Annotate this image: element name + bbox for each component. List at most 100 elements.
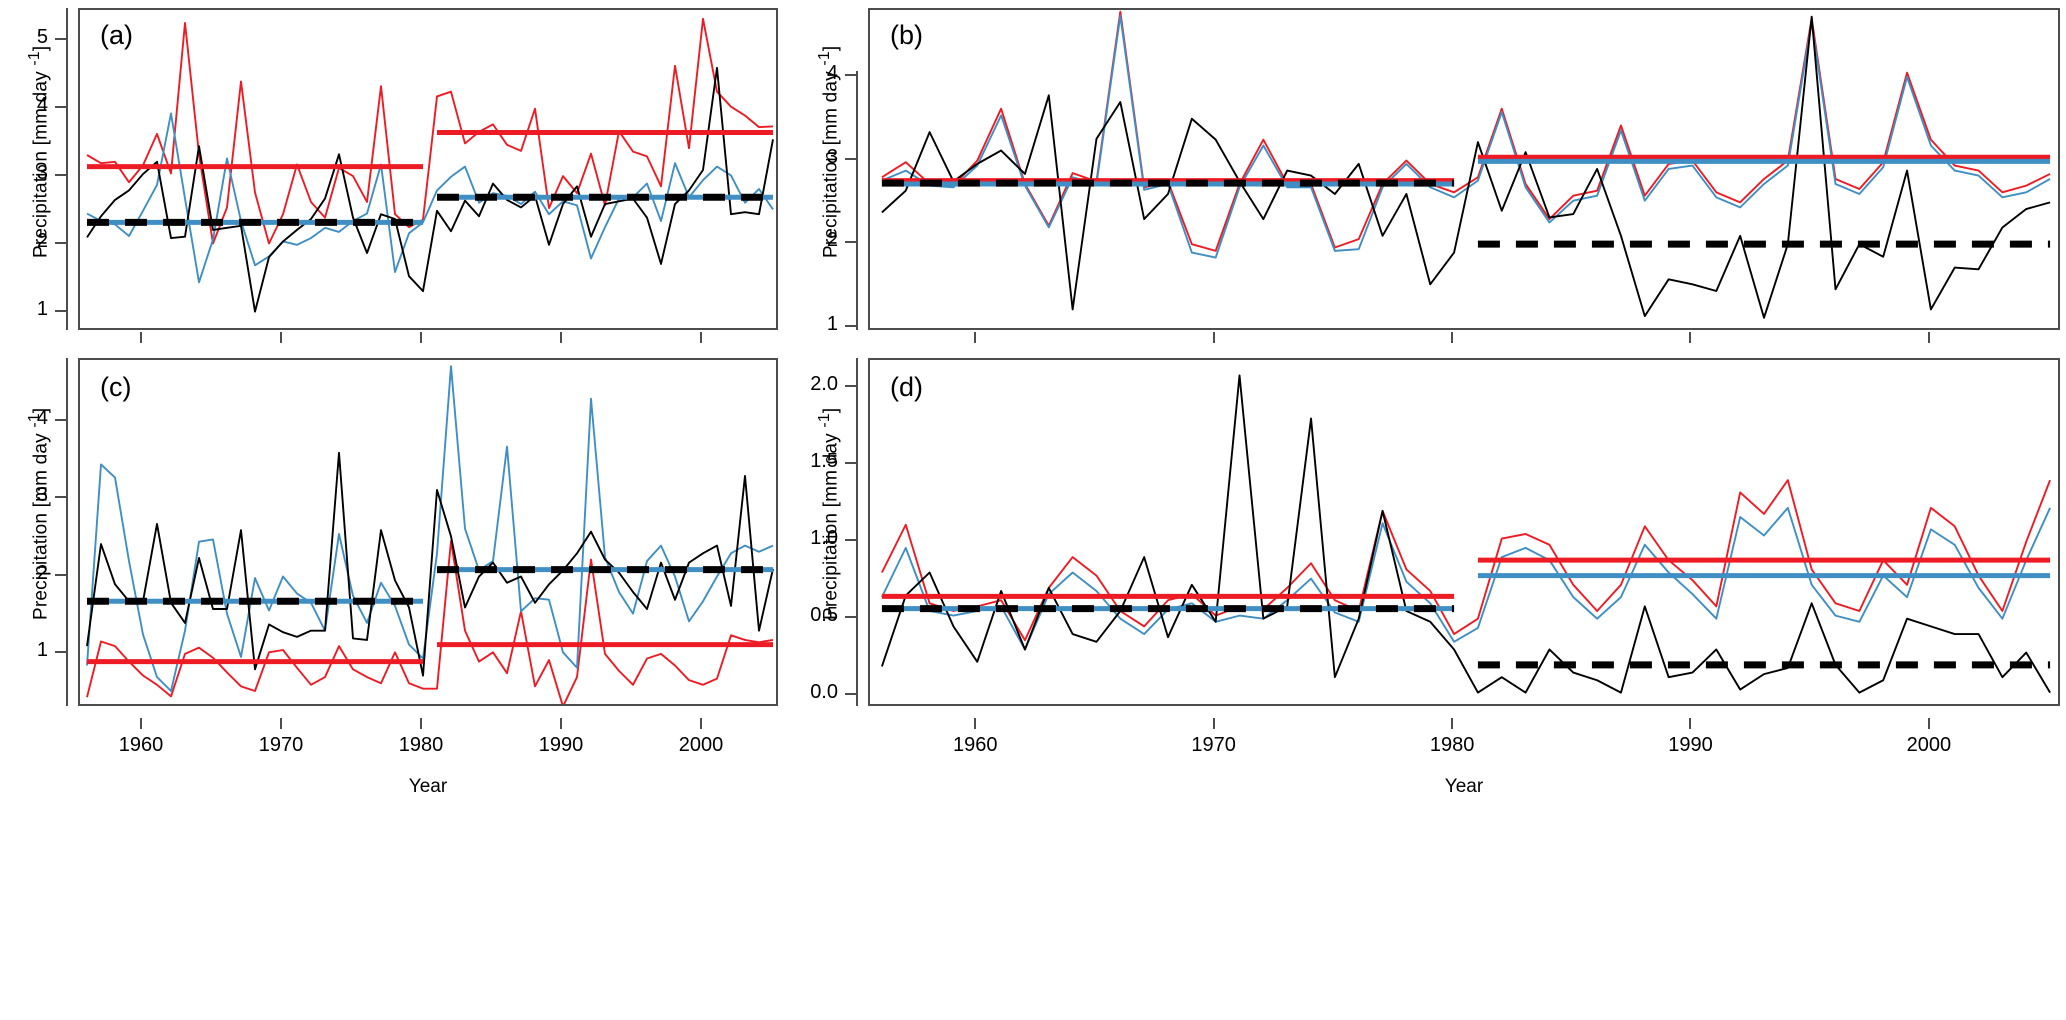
panel-d-label: (d) xyxy=(890,372,923,402)
panel-a-y-tick-label: 5 xyxy=(36,25,48,48)
panel-d-x-tick xyxy=(974,718,977,729)
panel-b-y-tick xyxy=(845,73,856,76)
panel-a-x-tick xyxy=(280,332,282,343)
panel-d-x-tick xyxy=(1451,718,1454,729)
panel-d-y-tick xyxy=(845,538,856,541)
panel-d-x-tick xyxy=(1689,718,1692,729)
panel-c-x-tick xyxy=(560,718,562,729)
panel-a-y-tick xyxy=(55,241,66,244)
panel-c-y-tick xyxy=(55,496,66,499)
panel-c-x-tick xyxy=(700,718,702,729)
panel-b-y-tick xyxy=(845,241,856,244)
y-axis-label-text: Precipitation [mm day xyxy=(820,427,842,620)
panel-a-y-tick-label: 2 xyxy=(36,229,48,252)
panel-b-line-black xyxy=(881,15,2051,319)
panel-d-line-red xyxy=(881,479,2051,642)
panel-c-y-tick-label: 4 xyxy=(36,406,48,429)
panel-d-y-tick xyxy=(845,384,856,387)
panel-c-y-tick xyxy=(55,418,66,421)
panel-c-y-tick-label: 1 xyxy=(36,638,48,661)
panel-d-x-tick-label: 2000 xyxy=(1906,734,1952,756)
panel-b-series-layer xyxy=(881,10,2051,319)
panel-d-series-layer xyxy=(881,374,2051,694)
y-axis-label-bracket: ] xyxy=(820,407,842,414)
panel-c-x-tick xyxy=(420,718,422,729)
panel-d-y-tick xyxy=(845,615,856,618)
panel-c-x-tick-label: 1990 xyxy=(538,734,584,756)
panel-b-y-tick xyxy=(845,324,856,327)
panel-b-y-tick-label: 3 xyxy=(826,145,838,168)
panel-d-y-axis-label: Precipitation [mm day -1] xyxy=(816,408,842,620)
panel-c-y-axis xyxy=(66,358,68,706)
panel-d-y-tick xyxy=(845,461,856,464)
panel-a-y-tick-label: 1 xyxy=(36,297,48,320)
panel-a-x-tick xyxy=(700,332,702,343)
panel-a-y-tick xyxy=(55,309,66,312)
panel-c-line-blue xyxy=(86,365,774,692)
panel-d-line-black xyxy=(881,374,2051,694)
panel-b-y-tick-label: 2 xyxy=(826,229,838,252)
panel-d-y-axis xyxy=(856,358,858,706)
panel-d-x-axis-label: Year xyxy=(1444,776,1484,797)
panel-d-y-tick-label: 2.0 xyxy=(810,372,838,395)
panel-c-y-tick xyxy=(55,573,66,576)
panel-c-line-red xyxy=(86,540,774,704)
panel-c-x-tick-label: 2000 xyxy=(678,734,724,756)
panel-d-y-tick xyxy=(845,692,856,695)
panel-c-x-tick-label: 1960 xyxy=(118,734,164,756)
panel-c-x-tick xyxy=(140,718,142,729)
panel-d-line-blue xyxy=(881,506,2051,651)
panel-c-x-axis-label: Year xyxy=(408,776,448,797)
panel-c-x-tick xyxy=(280,718,282,729)
panel-b-y-tick-label: 1 xyxy=(826,312,838,335)
panel-a-x-tick xyxy=(560,332,562,343)
panel-a-x-tick xyxy=(420,332,422,343)
panel-c-plot-area xyxy=(78,358,778,706)
panel-a-line-red xyxy=(86,17,774,245)
panel-d-x-tick xyxy=(1212,718,1215,729)
panel-d-plot-area xyxy=(868,358,2060,706)
panel-b-x-tick xyxy=(1689,332,1692,343)
panel-b-x-tick xyxy=(1451,332,1454,343)
panel-c-y-tick xyxy=(55,650,66,653)
panel-a-x-tick xyxy=(140,332,142,343)
panel-d-x-tick-label: 1970 xyxy=(1191,734,1236,756)
panel-b-x-tick xyxy=(1927,332,1930,343)
panel-d-x-tick-label: 1980 xyxy=(1429,734,1475,756)
panel-a-line-black xyxy=(86,66,774,313)
panel-d-y-tick-label: 0.5 xyxy=(810,603,838,626)
panel-a-y-tick xyxy=(55,105,66,108)
panel-a-y-tick xyxy=(55,37,66,40)
panel-b-x-tick xyxy=(1212,332,1215,343)
panel-d-y-tick-label: 0.0 xyxy=(810,680,838,703)
panel-b-plot-area xyxy=(868,8,2060,330)
panel-b-y-tick-label: 4 xyxy=(826,61,838,84)
panel-c-y-tick-label: 3 xyxy=(36,484,48,507)
panel-c-y-tick-label: 2 xyxy=(36,561,48,584)
panel-c-label: (c) xyxy=(100,372,132,402)
panel-d-x-tick-label: 1990 xyxy=(1668,734,1713,756)
panel-b-y-tick xyxy=(845,157,856,160)
panel-a-series-layer xyxy=(86,17,774,313)
panel-b-x-tick xyxy=(974,332,977,343)
y-axis-label-exponent: -1 xyxy=(816,413,833,428)
panel-d-x-tick xyxy=(1927,718,1930,729)
panel-d-y-tick-label: 1.0 xyxy=(810,526,838,549)
panel-d-y-tick-label: 1.5 xyxy=(810,449,838,472)
panel-d-x-tick-label: 1960 xyxy=(953,734,998,756)
panel-b-y-axis xyxy=(856,70,858,330)
panel-a-line-blue xyxy=(86,112,774,284)
panel-a-plot-area xyxy=(78,8,778,330)
panel-a-label: (a) xyxy=(100,20,133,50)
panel-b-label: (b) xyxy=(890,20,923,50)
panel-c-x-tick-label: 1970 xyxy=(258,734,304,756)
panel-c-x-tick-label: 1980 xyxy=(398,734,444,756)
panel-a-y-tick-label: 3 xyxy=(36,161,48,184)
panel-a-y-tick xyxy=(55,173,66,176)
panel-a-y-axis xyxy=(66,8,68,330)
panel-c-series-layer xyxy=(86,365,774,704)
